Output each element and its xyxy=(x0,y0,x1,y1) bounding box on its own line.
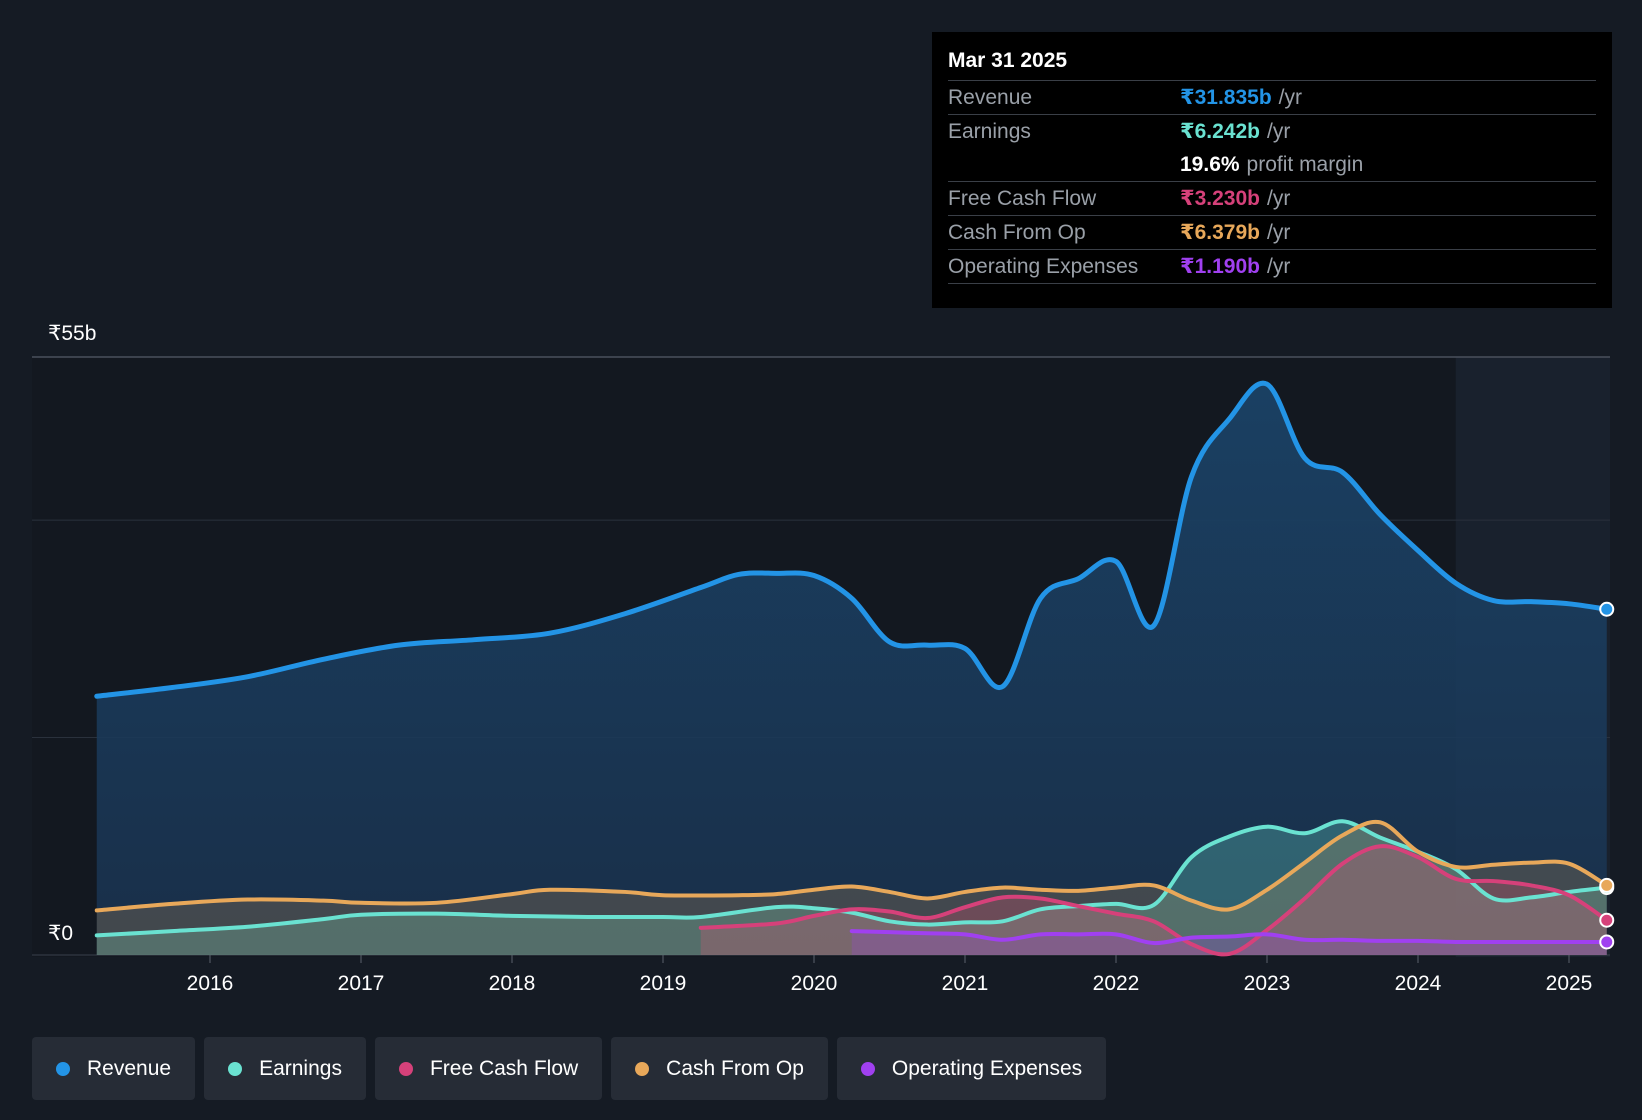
legend-dot-icon xyxy=(228,1061,243,1076)
tooltip-row-value: ₹1.190b xyxy=(1180,255,1260,278)
tooltip-row-value: ₹31.835b xyxy=(1180,86,1272,109)
legend-item-revenue[interactable]: Revenue xyxy=(32,1037,196,1100)
series-end-marker-cash-from-op[interactable] xyxy=(1599,877,1615,893)
legend-label: Earnings xyxy=(259,1056,342,1080)
tooltip-row-label: Revenue xyxy=(948,85,1033,109)
legend-item-earnings[interactable]: Earnings xyxy=(204,1037,366,1100)
series-end-marker-free-cash-flow[interactable] xyxy=(1599,912,1615,928)
tooltip-row-suffix: /yr xyxy=(1278,85,1302,109)
series-area-free-cash-flow xyxy=(700,846,1607,955)
series-area-operating-expenses xyxy=(851,931,1607,955)
x-tick-label: 2020 xyxy=(791,972,838,995)
legend-label: Revenue xyxy=(87,1056,172,1080)
x-tick-label: 2025 xyxy=(1546,972,1593,995)
tooltip-row-label: Earnings xyxy=(948,119,1031,143)
x-tick-label: 2023 xyxy=(1244,972,1291,995)
series-area-revenue xyxy=(96,383,1607,956)
tooltip-row: Free Cash Flow ₹3.230b/yr xyxy=(948,181,1596,215)
tooltip-row-suffix: /yr xyxy=(1267,220,1291,244)
tooltip-row-suffix: /yr xyxy=(1267,119,1291,143)
legend-item-free-cash-flow[interactable]: Free Cash Flow xyxy=(374,1037,603,1100)
tooltip-date: Mar 31 2025 xyxy=(948,49,1068,72)
tooltip-row-label: Free Cash Flow xyxy=(948,186,1097,210)
legend-dot-icon xyxy=(56,1061,70,1076)
legend-label: Cash From Op xyxy=(666,1056,804,1080)
y-zero-label: ₹0 xyxy=(48,922,73,945)
tooltip-row: 19.6% profit margin xyxy=(948,148,1596,181)
series-area-earnings xyxy=(96,821,1607,955)
tooltip-bottom-rule xyxy=(948,283,1596,284)
legend: Revenue Earnings Free Cash Flow Cash From O… xyxy=(32,1037,1107,1100)
series-end-marker-operating-expenses[interactable] xyxy=(1599,934,1615,950)
series-line-earnings xyxy=(94,819,1609,938)
legend-label: Operating Expenses xyxy=(891,1056,1083,1080)
tooltip-row: Revenue ₹31.835b/yr xyxy=(948,80,1596,114)
x-tick-label: 2018 xyxy=(489,972,536,995)
legend-item-operating-expenses[interactable]: Operating Expenses xyxy=(836,1037,1107,1100)
tooltip-row-value: ₹6.242b xyxy=(1180,120,1260,143)
x-tick-label: 2024 xyxy=(1395,972,1442,995)
x-tick-label: 2017 xyxy=(338,972,385,995)
series-line-cash-from-op xyxy=(94,819,1609,913)
legend-dot-icon xyxy=(635,1061,650,1076)
x-tick-label: 2019 xyxy=(640,972,687,995)
y-top-label: ₹55b xyxy=(48,322,96,345)
legend-dot-icon xyxy=(398,1061,413,1076)
tooltip-row-suffix: /yr xyxy=(1267,186,1291,210)
x-tick-label: 2016 xyxy=(187,972,234,995)
legend-dot-icon xyxy=(860,1061,875,1076)
tooltip-row-value: ₹6.379b xyxy=(1180,221,1260,244)
series-line-revenue xyxy=(94,380,1610,699)
series-line-free-cash-flow xyxy=(698,844,1609,957)
x-tick-label: 2021 xyxy=(942,972,989,995)
legend-item-cash-from-op[interactable]: Cash From Op xyxy=(611,1037,828,1100)
tooltip-row-label: Cash From Op xyxy=(948,220,1086,244)
series-line-operating-expenses xyxy=(849,929,1609,946)
tooltip-row-suffix: /yr xyxy=(1267,254,1291,278)
tooltip-row: Operating Expenses ₹1.190b/yr xyxy=(948,249,1596,283)
tooltip-row-label: Operating Expenses xyxy=(948,254,1139,278)
tooltip-row-value: ₹3.230b xyxy=(1180,187,1260,210)
tooltip-row-suffix: profit margin xyxy=(1246,152,1364,176)
tooltip-panel: Mar 31 2025 Revenue ₹31.835b/yr Earnings ₹6… xyxy=(932,32,1612,308)
legend-label: Free Cash Flow xyxy=(429,1056,579,1080)
tooltip-row: Cash From Op ₹6.379b/yr xyxy=(948,215,1596,249)
tooltip-row: Earnings ₹6.242b/yr xyxy=(948,114,1596,148)
series-end-marker-revenue[interactable] xyxy=(1599,601,1615,617)
tooltip-row-value: 19.6% xyxy=(1180,152,1240,176)
x-tick-label: 2022 xyxy=(1093,972,1140,995)
